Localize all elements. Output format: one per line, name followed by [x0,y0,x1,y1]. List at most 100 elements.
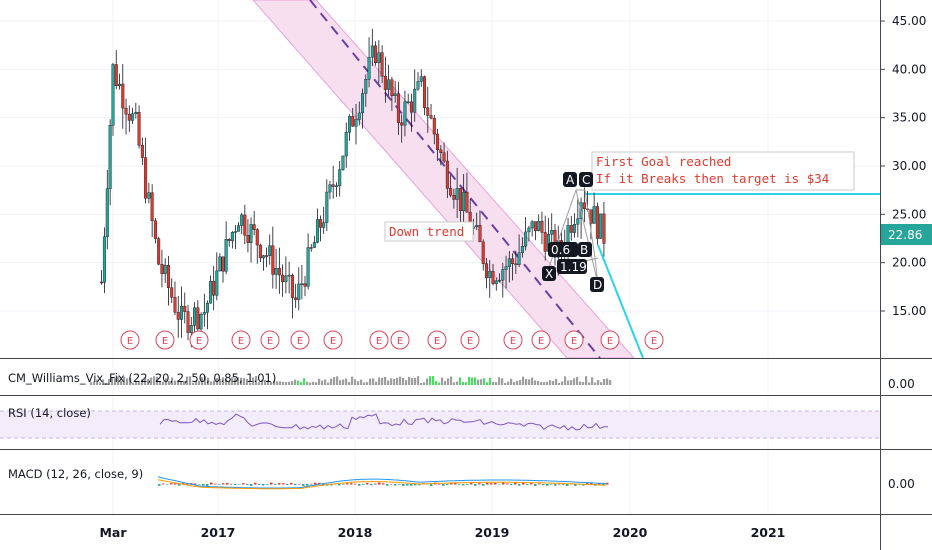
earnings-marker-icon[interactable] [644,330,664,350]
time-label-5: 2021 [751,525,786,540]
vix-indicator-label[interactable]: CM_Williams_Vix_Fix (22, 20, 2, 50, 0.85… [8,371,277,385]
earnings-marker-icon[interactable] [600,330,620,350]
macd-histogram-bar [542,484,545,486]
vix-bar [123,376,126,385]
vix-bar [597,380,600,385]
vix-bar [327,382,330,385]
candle-body [105,188,109,237]
time-axis[interactable]: Mar 2017 2018 2019 2020 2021 [99,525,785,540]
candle-body [137,112,141,146]
pattern-ratio-xb: 0.6 [548,242,578,257]
vix-bar [330,378,333,385]
candle-body [458,188,462,212]
vix-bar [222,377,225,385]
macd-histogram-bar [418,484,421,486]
vix-bar [405,380,408,385]
vix-bar [243,378,246,385]
vix-bar [126,378,129,385]
earnings-marker-icon[interactable] [369,330,389,350]
candle-body [237,225,241,232]
rsi-indicator-label[interactable]: RSI (14, close) [8,406,91,420]
vix-bar [606,378,609,385]
candle-body [233,231,237,233]
macd-histogram-bar [390,483,393,485]
macd-histogram-bar [466,484,469,485]
macd-histogram-bar [282,483,285,485]
price-axis[interactable]: 45.00 40.00 35.00 30.00 25.00 20.00 15.00 [880,14,926,318]
candle-body [445,160,449,189]
vix-bar [114,378,117,385]
earnings-marker-icon[interactable] [231,330,251,350]
macd-histogram-bar [586,482,589,485]
candle-body [452,194,456,200]
macd-histogram-bar [306,484,309,486]
macd-histogram-bar [498,484,501,485]
earnings-marker-icon[interactable] [390,330,410,350]
candle-body [124,107,128,115]
candle-body [387,79,391,90]
vix-bar [99,382,102,385]
macd-histogram-bar [502,482,505,485]
vix-bar [195,380,198,385]
vix-bar [354,379,357,385]
vix-bar [483,378,486,385]
candle-body [537,220,541,231]
macd-histogram-bar [606,482,609,485]
vix-bar [198,380,201,385]
vix-bar [261,379,264,385]
earnings-marker-label: E [397,336,403,347]
vix-bar [231,377,234,385]
candle-body [403,101,407,126]
vix-bar [129,378,132,385]
candle-body [449,188,453,196]
candle-body [364,79,368,94]
earnings-marker-label: E [607,336,613,347]
earnings-marker-icon[interactable] [260,330,280,350]
candle-body [100,281,104,284]
candle-body [338,169,342,186]
vix-bar [282,381,285,385]
svg-text:22.86: 22.86 [888,228,922,242]
earnings-marker-icon[interactable] [120,330,140,350]
earnings-marker-icon[interactable] [189,330,209,350]
candle-body [419,76,423,82]
candle-body [409,101,413,113]
earnings-marker-icon[interactable] [427,330,447,350]
macd-indicator-label[interactable]: MACD (12, 26, close, 9) [8,467,144,481]
vix-bar [141,379,144,385]
macd-histogram-bar [406,484,409,486]
vix-bar [210,381,213,385]
candle-body [271,245,275,275]
candle-body [341,155,345,170]
candle-body [396,93,400,123]
macd-histogram-bar [458,484,461,485]
candle-body [114,64,118,87]
earnings-marker-icon[interactable] [503,330,523,350]
macd-histogram-bar [474,484,477,486]
earnings-marker-icon[interactable] [290,330,310,350]
macd-histogram-bar [238,484,241,485]
pattern-point-c: C [579,172,593,187]
time-label-4: 2020 [613,525,648,540]
vix-bar [600,382,603,385]
vix-bar [510,378,513,385]
vix-bar [342,379,345,385]
earnings-marker-icon[interactable] [564,330,584,350]
earnings-marker-icon[interactable] [460,330,480,350]
earnings-marker-icon[interactable] [155,330,175,350]
macd-histogram-bar [526,484,529,486]
earnings-marker-icon[interactable] [531,330,551,350]
vix-bar [552,381,555,385]
earnings-marker-icon[interactable] [323,330,343,350]
macd-histogram-bar [274,484,277,485]
vix-bar [174,380,177,385]
vix-bar [135,382,138,385]
macd-histogram-bar [226,482,229,485]
vix-axis-value: 0.00 [888,377,915,391]
macd-histogram-bar [522,482,525,485]
vix-bar [432,376,435,385]
earnings-marker-label: E [162,336,168,347]
vix-fix-histogram [90,376,612,385]
macd-histogram-bar [590,482,593,485]
candle-body [118,83,122,87]
